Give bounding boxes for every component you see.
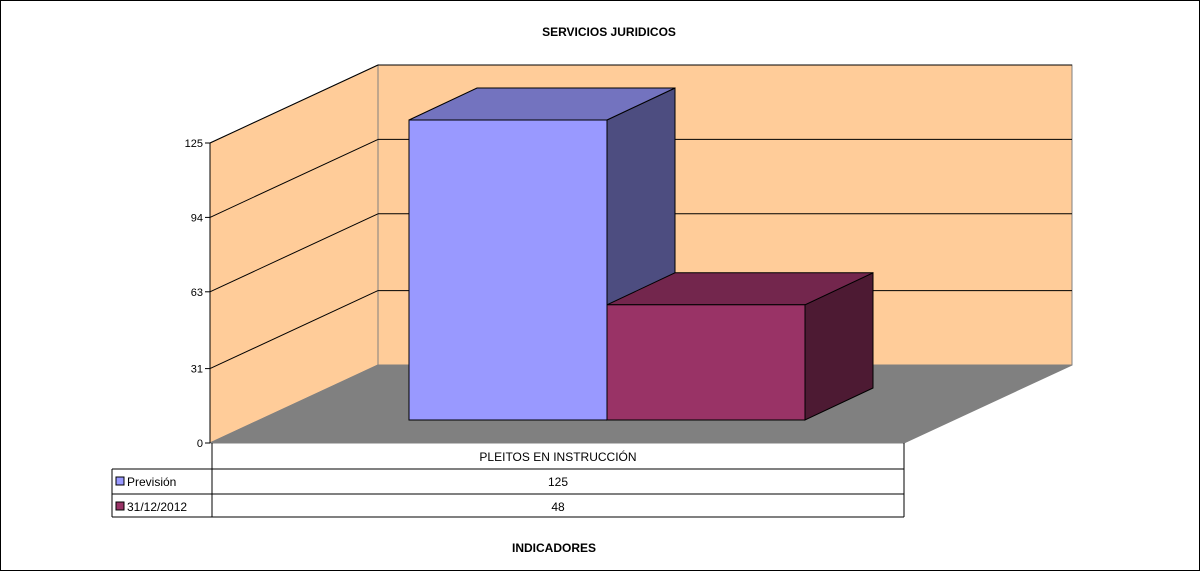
data-value: 48 <box>551 500 565 514</box>
gridline-side <box>209 138 379 218</box>
x-axis-label: INDICADORES <box>512 541 596 555</box>
chart-title: SERVICIOS JURIDICOS <box>542 25 676 39</box>
bars <box>408 87 874 421</box>
bar-front-face <box>408 119 608 421</box>
legend-swatch <box>115 476 125 486</box>
data-table: PLEITOS EN INSTRUCCIÓN Previsión 125 31/12/… <box>111 443 905 518</box>
category-label: PLEITOS EN INSTRUCCIÓN <box>479 449 636 464</box>
y-tick-label: 94 <box>191 212 203 224</box>
y-tick-label: 63 <box>191 287 203 299</box>
legend-label: Previsión <box>127 475 176 489</box>
gridline-side <box>209 64 379 144</box>
bar-front-face <box>606 304 806 421</box>
y-axis: 0 31 63 94 125 <box>185 138 211 450</box>
data-value: 125 <box>548 475 568 489</box>
y-tick-label: 31 <box>191 364 203 376</box>
gridline-side <box>209 213 379 293</box>
y-tick-label: 125 <box>185 138 203 150</box>
legend-swatch <box>115 501 125 511</box>
bar-actual <box>606 272 874 421</box>
y-tick-label: 0 <box>197 438 203 450</box>
gridline-side <box>209 290 379 370</box>
legend-label: 31/12/2012 <box>127 500 187 514</box>
